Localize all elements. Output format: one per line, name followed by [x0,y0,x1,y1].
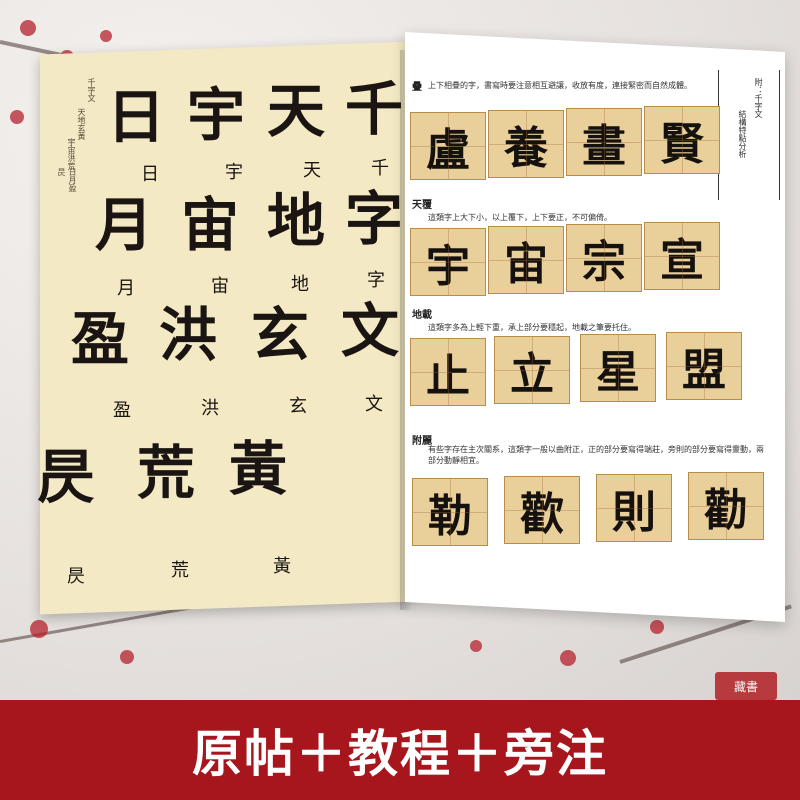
seal-glyph: 玄 [250,301,309,369]
glyph-label: 玄 [289,396,307,417]
blossom-decoration [120,650,134,664]
glyph-label: 昃 [67,566,85,587]
seal-glyph: 日 [106,83,165,151]
glyph-cell: 宇 [410,228,486,296]
section-note: 這類字上大下小，以上覆下，上下要正，不可偏倚。 [428,213,612,222]
glyph-label: 洪 [201,398,219,419]
blossom-decoration [20,20,36,36]
glyph-label: 宇 [225,162,243,183]
seal-glyph: 地 [266,187,325,255]
blossom-decoration [650,620,664,634]
section-title: 地載 [412,310,432,321]
section-title: 附麗 [412,436,432,447]
left-page-header: 千字文 天地玄黃 宇宙洪荒 日月盈昃 [56,78,96,198]
section-note: 這類字多為上輕下重，承上部分要穩起，地載之筆要托住。 [428,323,636,332]
glyph-cell: 星 [580,334,656,402]
glyph-cell: 宣 [644,222,720,290]
glyph-label: 盈 [113,400,131,421]
glyph-cell: 宙 [488,226,564,294]
seal-glyph: 宇 [186,81,245,149]
glyph-cell: 勸 [688,472,764,540]
seal-glyph: 月 [94,191,153,259]
red-seal-stamp: 藏書 [715,672,777,700]
glyph-cell: 立 [494,336,570,404]
seal-glyph: 盈 [70,305,129,373]
header-line: 宇宙洪荒 [67,138,76,170]
blossom-decoration [100,30,112,42]
seal-glyph: 文 [340,297,399,365]
glyph-cell: 止 [410,338,486,406]
banner-text: 原帖＋教程＋旁注 [192,725,608,783]
side-tab-line: 附：千字文 [754,78,763,118]
header-line: 天地玄黃 [77,108,86,140]
header-line: 日月盈昃 [57,168,77,192]
blossom-decoration [560,650,576,666]
side-tab: 附：千字文 結構特點分析 [718,70,780,200]
seal-glyph: 宙 [180,191,239,259]
section-title: 疊 [412,82,422,93]
seal-glyph: 荒 [136,439,195,507]
glyph-cell: 歡 [504,476,580,544]
glyph-label: 地 [291,274,309,295]
glyph-cell: 勒 [412,478,488,546]
glyph-label: 字 [367,270,385,291]
seal-glyph: 黃 [228,435,287,503]
glyph-label: 天 [303,160,321,181]
seal-glyph: 字 [344,185,403,253]
glyph-cell: 畫 [566,108,642,176]
glyph-cell: 賢 [644,106,720,174]
section-note: 上下相疊的字，書寫時要注意相互避讓，收放有度，連接緊密而自然成體。 [428,81,692,90]
glyph-label: 黃 [273,556,291,577]
seal-glyph: 洪 [158,301,217,369]
blossom-decoration [10,110,24,124]
blossom-decoration [470,640,482,652]
section-note: 有些字存在主次關系，這類字一般以曲附正，正的部分要寫得端莊，旁則的部分要寫得靈動… [428,445,764,465]
header-line: 千字文 [87,78,96,102]
glyph-cell: 則 [596,474,672,542]
glyph-cell: 宗 [566,224,642,292]
glyph-label: 文 [365,394,383,415]
seal-glyph: 千 [344,75,403,143]
glyph-label: 月 [117,278,135,299]
blossom-decoration [30,620,48,638]
promo-banner: 原帖＋教程＋旁注 [0,700,800,800]
glyph-cell: 養 [488,110,564,178]
glyph-cell: 盧 [410,112,486,180]
glyph-cell: 盟 [666,332,742,400]
glyph-label: 日 [141,164,159,185]
seal-glyph: 天 [266,77,325,145]
glyph-label: 千 [371,158,389,179]
side-tab-line: 結構特點分析 [738,110,747,158]
section-title: 天覆 [412,200,432,211]
glyph-label: 荒 [171,560,189,581]
seal-glyph: 昃 [36,443,95,511]
glyph-label: 宙 [211,276,229,297]
